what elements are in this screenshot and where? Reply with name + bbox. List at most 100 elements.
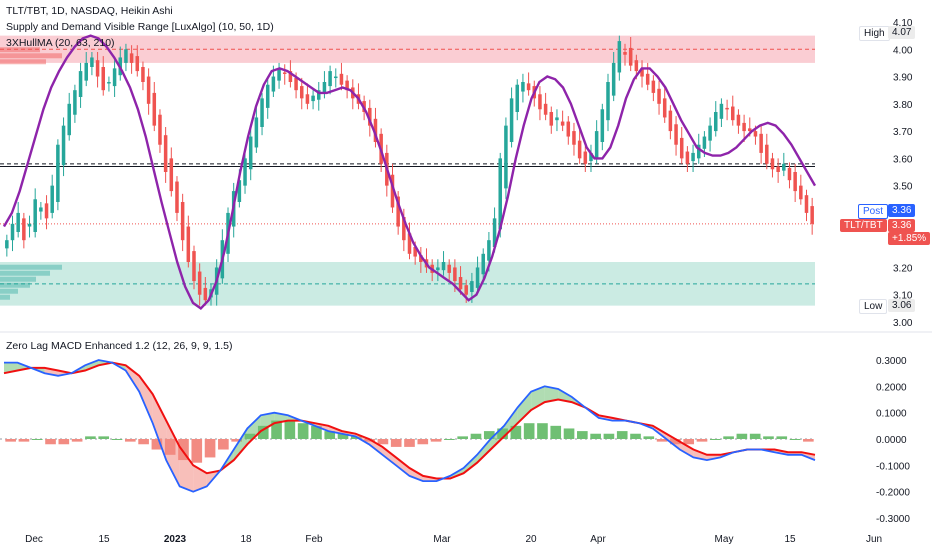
candle-body	[765, 144, 769, 164]
candle-body	[390, 174, 395, 208]
candle-body	[402, 217, 406, 241]
candle-body	[84, 62, 88, 81]
time-tick-label: 15	[98, 534, 110, 545]
symbol-label-tag: TLT/TBT	[840, 219, 887, 232]
candle-body	[560, 121, 565, 126]
candle-body	[470, 281, 474, 292]
macd-histogram-bar	[430, 439, 442, 442]
candle-body	[345, 80, 349, 91]
supply-profile-bar	[0, 47, 40, 53]
candle-body	[152, 92, 157, 126]
candle-body	[685, 151, 690, 164]
indicator-hull-label[interactable]: 3XHullMA (20, 63, 210)	[6, 37, 115, 49]
candle-body	[742, 122, 746, 132]
hull-ma-line	[2, 34, 817, 310]
candle-body	[713, 112, 718, 132]
macd-histogram-bar	[58, 439, 70, 445]
price-tick-label: 3.10	[893, 291, 913, 302]
candle-body	[487, 240, 491, 261]
candle-body	[651, 80, 656, 93]
volume-profile	[0, 47, 62, 300]
candle-body	[577, 140, 582, 159]
price-tick-label: 3.60	[893, 154, 913, 165]
candle-body	[702, 136, 707, 149]
candle-body	[368, 107, 372, 126]
candle-body	[600, 109, 605, 142]
macd-histogram-bar	[124, 439, 136, 442]
candle-body	[776, 166, 780, 172]
candle-body	[180, 202, 185, 241]
macd-tick-label: 0.2000	[876, 382, 907, 393]
candle-body	[634, 60, 639, 72]
macd-cloud-segment	[558, 388, 572, 403]
macd-histogram-bar	[337, 433, 349, 439]
demand-profile-bar	[0, 264, 62, 270]
candle-body	[288, 71, 293, 82]
candle-body	[169, 158, 174, 192]
macd-histogram-bar	[311, 425, 322, 439]
symbol-title: TLT/TBT, 1D, NASDAQ, Heikin Ashi	[6, 5, 173, 17]
time-axis[interactable]: Dec 15 2023 18 Feb Mar 20 Apr May 15 Jun	[25, 534, 882, 545]
macd-cloud-segment	[477, 439, 491, 463]
macd-histogram-bar	[736, 433, 748, 439]
macd-histogram-bar	[191, 439, 203, 463]
candle-body	[413, 247, 417, 257]
macd-histogram	[5, 420, 814, 463]
candle-body	[334, 76, 338, 79]
macd-cloud-segment	[85, 360, 99, 371]
candle-body	[787, 167, 792, 181]
macd-tick-label: 0.3000	[876, 356, 907, 367]
candle-body	[373, 118, 378, 142]
indicator-supply-demand-label[interactable]: Supply and Demand Visible Range [LuxAlgo…	[6, 21, 274, 33]
macd-histogram-bar	[377, 439, 389, 445]
macd-histogram-bar	[111, 439, 123, 440]
macd-histogram-bar	[709, 439, 721, 440]
macd-cloud-segment	[504, 407, 518, 437]
candle-body	[10, 223, 15, 241]
candle-body	[447, 264, 451, 273]
macd-histogram-bar	[803, 439, 814, 442]
demand-profile-bar	[0, 294, 10, 300]
candle-body	[33, 199, 37, 232]
candle-body	[339, 73, 344, 85]
candle-body	[572, 131, 576, 145]
price-tick-label: 3.70	[893, 127, 913, 138]
candle-body	[305, 94, 310, 104]
time-tick-label: Dec	[25, 534, 43, 545]
macd-histogram-bar	[523, 423, 535, 439]
indicator-macd-label[interactable]: Zero Lag MACD Enhanced 1.2 (12, 26, 9, 9…	[6, 340, 233, 352]
macd-histogram-bar	[178, 439, 189, 461]
candle-body	[90, 57, 94, 67]
candle-body	[254, 117, 259, 148]
candle-body	[407, 233, 412, 254]
candle-body	[674, 124, 678, 145]
macd-cloud-segment	[544, 386, 559, 403]
candle-body	[515, 84, 520, 112]
time-tick-label: Jun	[866, 534, 882, 545]
candle-body	[589, 152, 593, 162]
candle-body	[606, 82, 610, 121]
candle-body	[322, 82, 327, 93]
candle-body	[719, 103, 724, 119]
macd-cloud-segment	[666, 433, 680, 450]
macd-histogram-bar	[656, 439, 668, 442]
candle-body	[753, 131, 758, 137]
candle-body	[657, 88, 661, 104]
candle-body	[317, 90, 321, 100]
candle-body	[299, 86, 304, 99]
macd-histogram-bar	[723, 436, 734, 439]
macd-axis[interactable]: 0.3000 0.2000 0.1000 0.0000 -0.1000 -0.2000 -0…	[876, 356, 910, 525]
demand-profile-bar	[0, 270, 50, 276]
candle-body	[708, 125, 712, 141]
price-axis[interactable]: 4.104.003.903.803.703.603.503.403.303.20…	[893, 18, 913, 329]
macd-histogram-bar	[297, 423, 309, 439]
candle-body	[770, 158, 775, 170]
macd-histogram-bar	[417, 439, 429, 445]
macd-tick-label: 0.1000	[876, 409, 907, 420]
low-label: Low	[859, 299, 888, 314]
macd-cloud-segment	[517, 391, 532, 424]
signal-line	[3, 361, 816, 480]
candle-body	[95, 60, 100, 77]
macd-histogram-bar	[643, 436, 655, 439]
